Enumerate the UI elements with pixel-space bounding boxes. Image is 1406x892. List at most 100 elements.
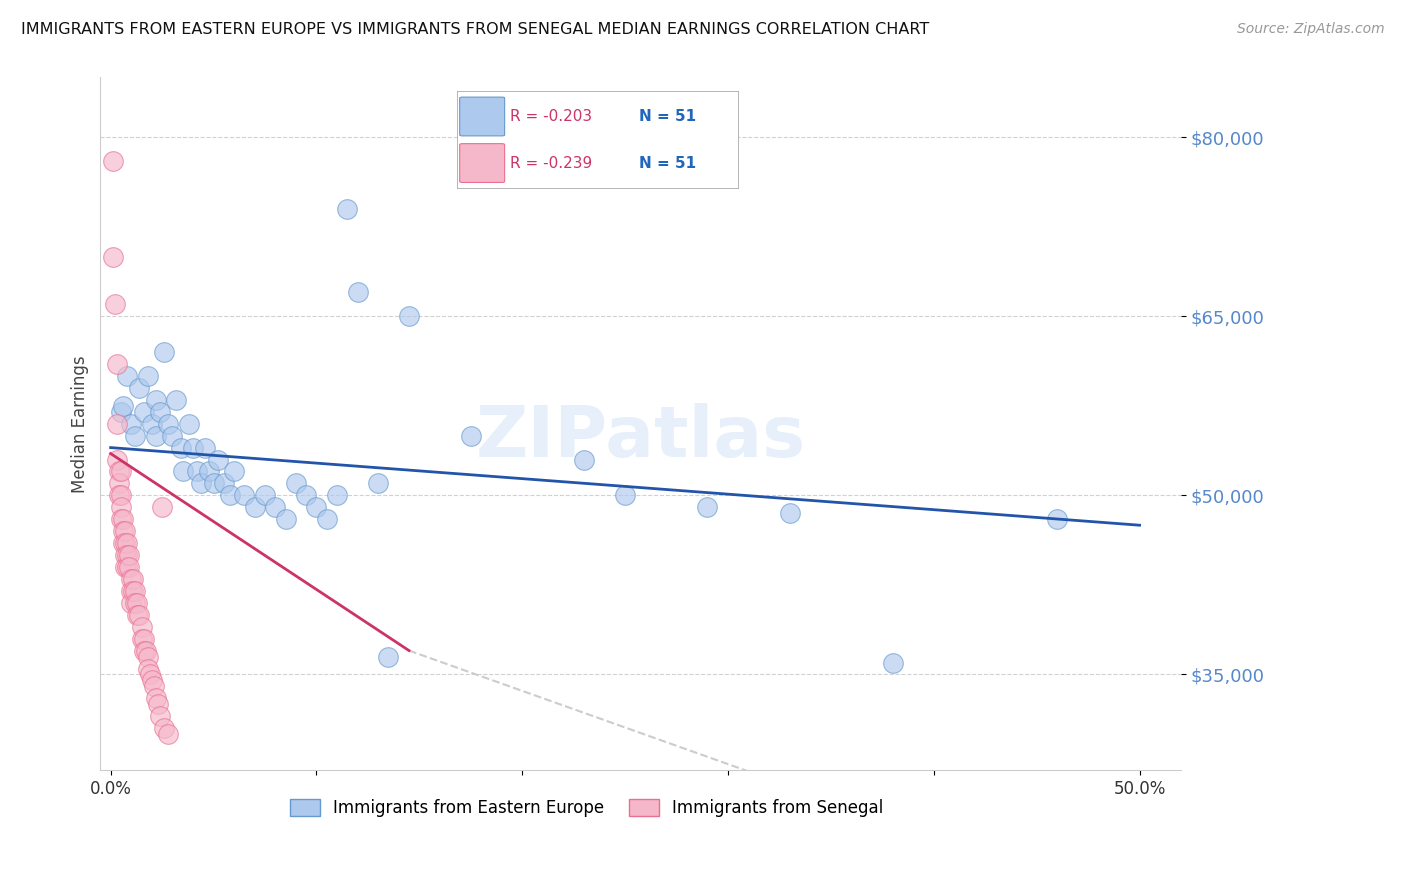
Point: [111, 512, 134, 526]
Point: [377, 649, 399, 664]
Point: [101, 250, 124, 264]
Point: [105, 452, 128, 467]
Point: [136, 368, 159, 383]
Point: [120, 572, 142, 586]
Point: [779, 506, 801, 520]
Point: [157, 727, 180, 741]
Point: [315, 512, 337, 526]
Point: [124, 583, 146, 598]
Point: [118, 548, 141, 562]
Point: [181, 441, 204, 455]
Point: [157, 417, 180, 431]
Point: [243, 500, 266, 515]
Point: [120, 596, 142, 610]
Y-axis label: Median Earnings: Median Earnings: [72, 355, 89, 492]
Point: [108, 488, 131, 502]
Point: [145, 428, 167, 442]
Point: [166, 392, 188, 407]
Point: [145, 691, 167, 706]
Point: [346, 285, 368, 300]
Point: [114, 560, 136, 574]
Point: [367, 476, 389, 491]
Point: [114, 548, 136, 562]
Point: [115, 368, 138, 383]
Point: [132, 405, 155, 419]
Point: [169, 441, 191, 455]
Point: [284, 476, 307, 491]
Point: [111, 536, 134, 550]
Point: [172, 465, 194, 479]
Point: [274, 512, 297, 526]
Point: [136, 661, 159, 675]
Point: [145, 392, 167, 407]
Point: [153, 721, 176, 735]
Point: [141, 673, 163, 688]
Point: [118, 560, 141, 574]
Point: [135, 643, 157, 657]
Point: [207, 452, 229, 467]
Point: [1046, 512, 1069, 526]
Text: IMMIGRANTS FROM EASTERN EUROPE VS IMMIGRANTS FROM SENEGAL MEDIAN EARNINGS CORREL: IMMIGRANTS FROM EASTERN EUROPE VS IMMIGR…: [21, 22, 929, 37]
Point: [115, 560, 138, 574]
Point: [105, 417, 128, 431]
Point: [108, 476, 131, 491]
Point: [149, 709, 172, 723]
Point: [110, 465, 132, 479]
Point: [101, 154, 124, 169]
Point: [132, 643, 155, 657]
Point: [326, 488, 349, 502]
Point: [398, 310, 420, 324]
Point: [264, 500, 287, 515]
Point: [114, 524, 136, 538]
Point: [124, 428, 146, 442]
Point: [110, 512, 132, 526]
Point: [136, 649, 159, 664]
Point: [219, 488, 242, 502]
Point: [882, 656, 904, 670]
Point: [460, 428, 482, 442]
Point: [186, 465, 208, 479]
Point: [111, 399, 134, 413]
Point: [110, 405, 132, 419]
Point: [149, 405, 172, 419]
Point: [110, 488, 132, 502]
Point: [305, 500, 328, 515]
Point: [115, 548, 138, 562]
Point: [122, 583, 145, 598]
Point: [131, 620, 153, 634]
Legend: Immigrants from Eastern Europe, Immigrants from Senegal: Immigrants from Eastern Europe, Immigran…: [283, 792, 890, 824]
Point: [614, 488, 637, 502]
Point: [202, 476, 225, 491]
Point: [127, 607, 149, 622]
Point: [127, 596, 149, 610]
Point: [194, 441, 217, 455]
Point: [198, 465, 221, 479]
Point: [146, 698, 169, 712]
Point: [190, 476, 212, 491]
Point: [253, 488, 276, 502]
Point: [150, 500, 173, 515]
Text: ZIPatlas: ZIPatlas: [475, 403, 806, 472]
Point: [114, 536, 136, 550]
Point: [153, 345, 176, 359]
Point: [162, 428, 184, 442]
Point: [120, 583, 142, 598]
Point: [142, 680, 165, 694]
Point: [128, 607, 150, 622]
Point: [111, 524, 134, 538]
Point: [115, 536, 138, 550]
Point: [131, 632, 153, 646]
Point: [177, 417, 200, 431]
Point: [124, 596, 146, 610]
Point: [141, 417, 163, 431]
Point: [233, 488, 256, 502]
Point: [132, 632, 155, 646]
Point: [120, 417, 142, 431]
Point: [224, 465, 246, 479]
Point: [139, 667, 162, 681]
Point: [108, 465, 131, 479]
Point: [336, 202, 359, 216]
Point: [572, 452, 595, 467]
Point: [128, 381, 150, 395]
Point: [110, 500, 132, 515]
